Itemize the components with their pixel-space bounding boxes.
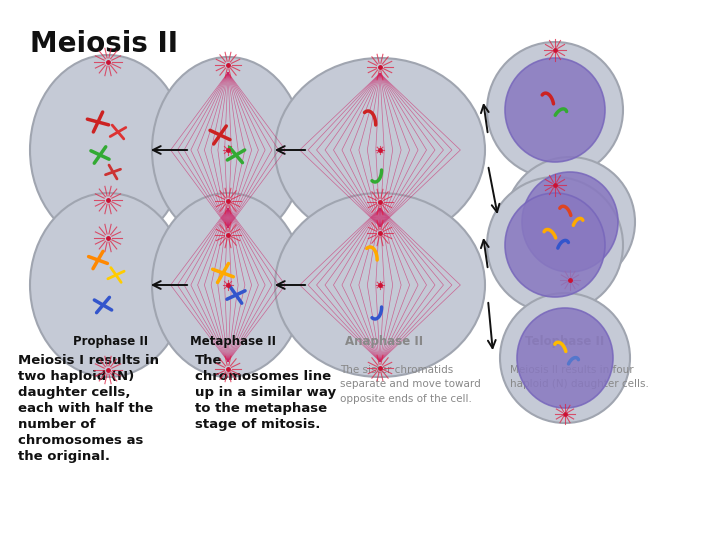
Ellipse shape — [500, 293, 630, 423]
Text: Metaphase II: Metaphase II — [190, 335, 276, 348]
Text: chromosomes as: chromosomes as — [18, 434, 143, 447]
Text: Meiosis I results in: Meiosis I results in — [18, 354, 159, 367]
Ellipse shape — [30, 55, 186, 245]
Ellipse shape — [487, 177, 623, 313]
Text: daughter cells,: daughter cells, — [18, 386, 130, 399]
Text: Meiosis II: Meiosis II — [30, 30, 178, 58]
Text: chromosomes line: chromosomes line — [195, 370, 331, 383]
Ellipse shape — [275, 58, 485, 242]
Ellipse shape — [517, 308, 613, 408]
Text: Anaphase II: Anaphase II — [345, 335, 423, 348]
Ellipse shape — [275, 193, 485, 377]
Text: opposite ends of the cell.: opposite ends of the cell. — [340, 394, 472, 404]
Text: number of: number of — [18, 418, 96, 431]
Text: haploid (N) daughter cells.: haploid (N) daughter cells. — [510, 380, 649, 389]
Text: The sister chromatids: The sister chromatids — [340, 365, 454, 375]
Text: Telophase II: Telophase II — [525, 335, 604, 348]
Text: the original.: the original. — [18, 450, 110, 463]
Text: to the metaphase: to the metaphase — [195, 402, 327, 415]
Ellipse shape — [522, 172, 618, 272]
Text: each with half the: each with half the — [18, 402, 153, 415]
Text: Prophase II: Prophase II — [73, 335, 148, 348]
Ellipse shape — [152, 193, 304, 377]
Ellipse shape — [505, 157, 635, 287]
Text: Meiosis II results in four: Meiosis II results in four — [510, 365, 634, 375]
Text: The: The — [195, 354, 222, 367]
Text: two haploid (N): two haploid (N) — [18, 370, 134, 383]
Ellipse shape — [505, 193, 605, 297]
Ellipse shape — [152, 57, 304, 243]
Ellipse shape — [30, 193, 186, 377]
Ellipse shape — [487, 42, 623, 178]
Text: separate and move toward: separate and move toward — [340, 380, 481, 389]
Text: up in a similar way: up in a similar way — [195, 386, 336, 399]
Ellipse shape — [505, 58, 605, 162]
Text: stage of mitosis.: stage of mitosis. — [195, 418, 320, 431]
